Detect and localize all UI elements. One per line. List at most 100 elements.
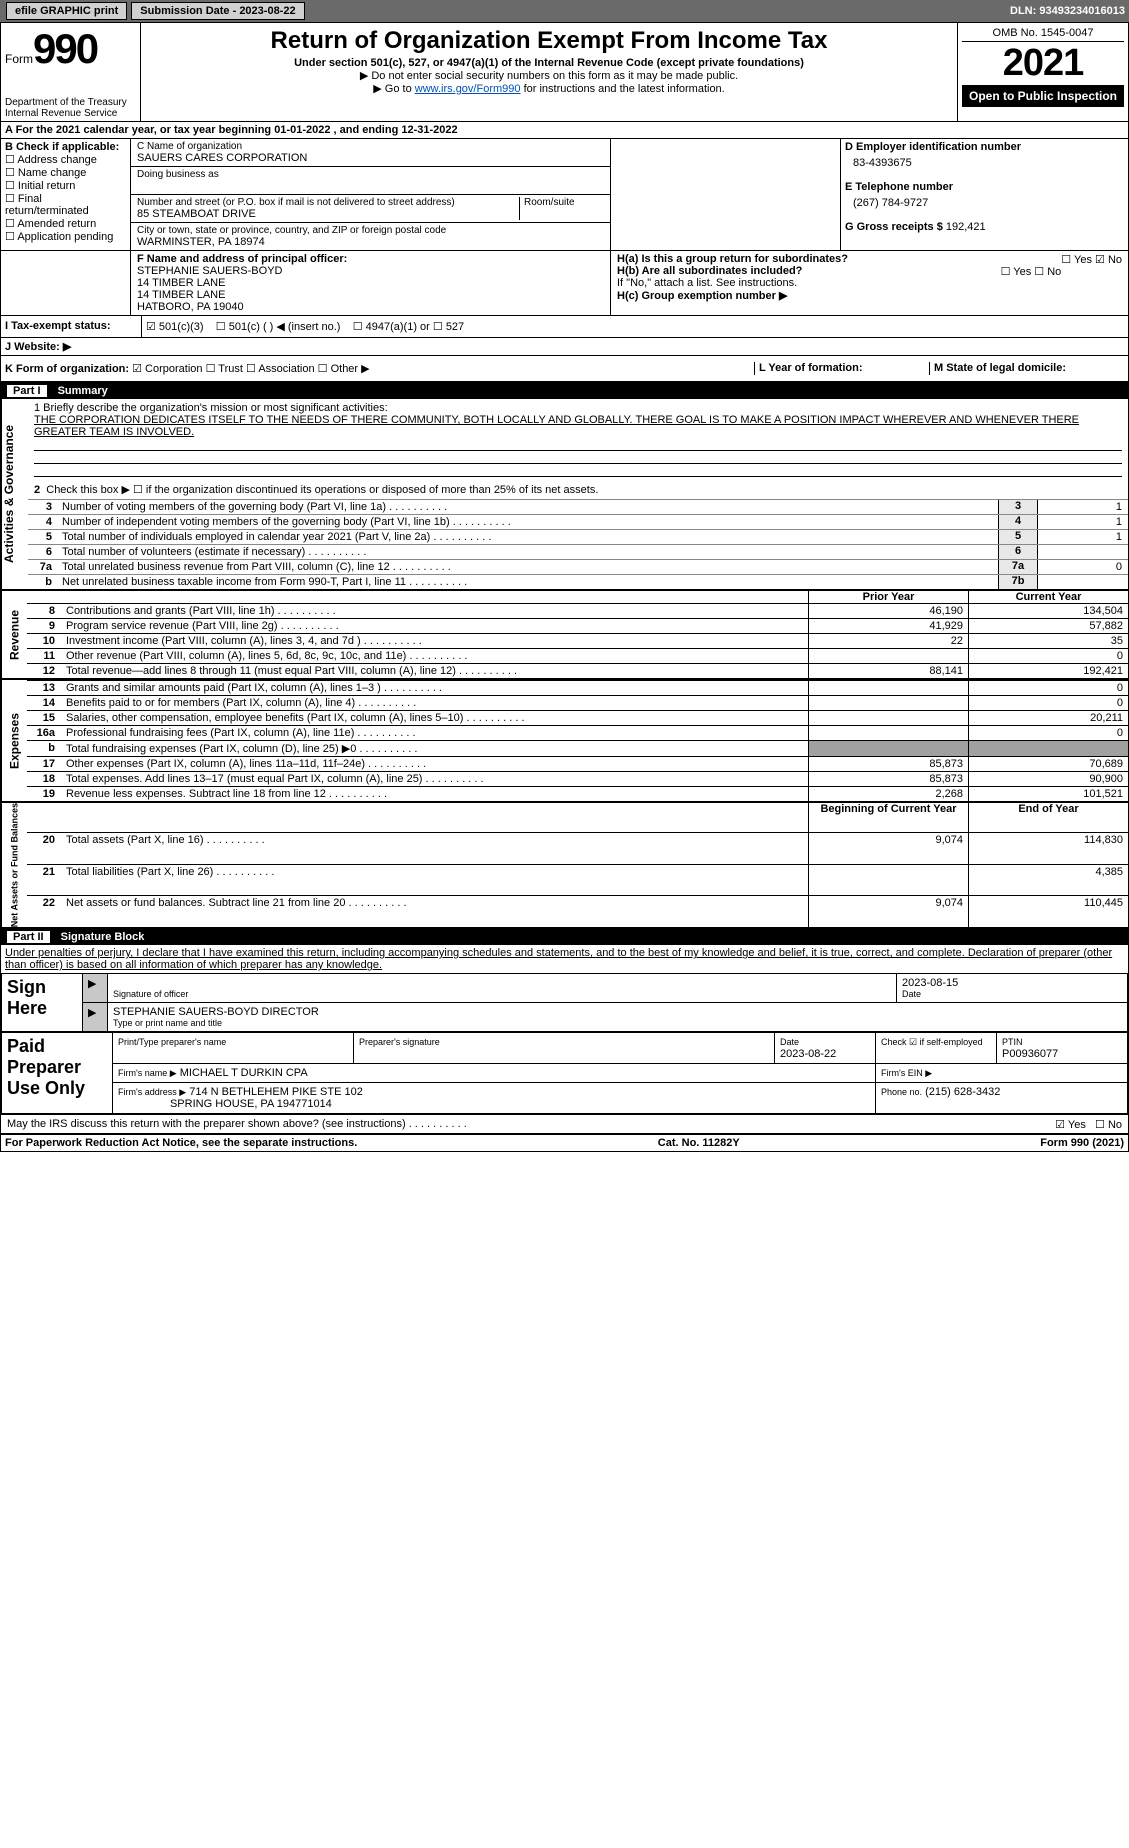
l-label: L Year of formation: — [759, 362, 863, 374]
b-label: B Check if applicable: — [5, 141, 126, 153]
city-label: City or town, state or province, country… — [137, 225, 604, 236]
ha-no[interactable]: No — [1095, 254, 1122, 266]
d-label: D Employer identification number — [845, 141, 1124, 153]
prep-date-label: Date — [780, 1037, 799, 1047]
ha-label: H(a) Is this a group return for subordin… — [617, 253, 848, 265]
row-current: 0 — [968, 725, 1128, 740]
submission-date-btn[interactable]: Submission Date - 2023-08-22 — [131, 2, 304, 20]
line-desc: Total unrelated business revenue from Pa… — [58, 560, 998, 574]
row-prior: 46,190 — [808, 603, 968, 618]
firm-addr2: SPRING HOUSE, PA 194771014 — [170, 1098, 332, 1110]
prep-name-label: Print/Type preparer's name — [118, 1037, 226, 1047]
line-no: 4 — [28, 515, 58, 529]
row-no: 14 — [27, 695, 61, 710]
section-h: H(a) Is this a group return for subordin… — [611, 251, 1128, 315]
line-no: 6 — [28, 545, 58, 559]
discuss-no[interactable]: No — [1095, 1119, 1122, 1131]
form-number: 990 — [33, 25, 97, 72]
declaration-text: Under penalties of perjury, I declare th… — [1, 945, 1128, 973]
firm-addr1: 714 N BETHLEHEM PIKE STE 102 — [189, 1086, 363, 1098]
sig-officer-label: Signature of officer — [113, 989, 891, 999]
summary-row: 5Total number of individuals employed in… — [28, 529, 1128, 544]
hb-no[interactable]: No — [1034, 266, 1061, 278]
chk-address-change[interactable]: Address change — [5, 153, 126, 166]
chk-name-change[interactable]: Name change — [5, 166, 126, 179]
f-label: F Name and address of principal officer: — [137, 253, 604, 265]
row-no: 15 — [27, 710, 61, 725]
line-desc: Total number of individuals employed in … — [58, 530, 998, 544]
row-current — [968, 740, 1128, 756]
row-desc: Other expenses (Part IX, column (A), lin… — [61, 756, 808, 771]
dba-label: Doing business as — [137, 169, 604, 180]
line-desc: Net unrelated business taxable income fr… — [58, 575, 998, 589]
row-desc: Benefits paid to or for members (Part IX… — [61, 695, 808, 710]
year-box: OMB No. 1545-0047 2021 Open to Public In… — [958, 23, 1128, 121]
row-desc: Professional fundraising fees (Part IX, … — [61, 725, 808, 740]
q1-label: 1 Briefly describe the organization's mi… — [34, 402, 1122, 414]
line-desc: Number of voting members of the governin… — [58, 500, 998, 514]
section-c: C Name of organization SAUERS CARES CORP… — [131, 139, 611, 250]
hb-yes[interactable]: Yes — [1001, 266, 1032, 278]
row-current: 192,421 — [968, 663, 1128, 678]
hc-label: H(c) Group exemption number ▶ — [617, 290, 787, 302]
footer-right: Form 990 (2021) — [1040, 1137, 1124, 1149]
discuss-yes[interactable]: Yes — [1055, 1119, 1086, 1131]
i-label: I Tax-exempt status: — [1, 316, 142, 337]
row-desc: Program service revenue (Part VIII, line… — [61, 618, 808, 633]
chk-501c3[interactable]: 501(c)(3) — [146, 321, 204, 333]
row-no: 8 — [27, 603, 61, 618]
row-current: 110,445 — [968, 895, 1128, 927]
row-no: 20 — [27, 832, 61, 864]
row-no: b — [27, 740, 61, 756]
open-to-public: Open to Public Inspection — [962, 85, 1124, 107]
chk-initial-return[interactable]: Initial return — [5, 179, 126, 192]
row-prior — [808, 864, 968, 896]
chk-application-pending[interactable]: Application pending — [5, 230, 126, 243]
chk-other[interactable]: Other ▶ — [318, 363, 370, 375]
line-a: A For the 2021 calendar year, or tax yea… — [1, 122, 1128, 139]
header-grid: B Check if applicable: Address change Na… — [1, 139, 1128, 251]
row-prior — [808, 648, 968, 663]
line-i: I Tax-exempt status: 501(c)(3) 501(c) ( … — [1, 316, 1128, 338]
row-prior: 88,141 — [808, 663, 968, 678]
m-label: M State of legal domicile: — [934, 362, 1066, 374]
row-current: 101,521 — [968, 786, 1128, 801]
addr-label: Number and street (or P.O. box if mail i… — [137, 197, 519, 208]
phone-value: (267) 784-9727 — [853, 197, 1124, 209]
ptin-value: P00936077 — [1002, 1048, 1058, 1060]
chk-assoc[interactable]: Association — [246, 363, 315, 375]
chk-amended-return[interactable]: Amended return — [5, 217, 126, 230]
chk-527[interactable]: 527 — [433, 321, 464, 333]
chk-final-return[interactable]: Final return/terminated — [5, 192, 126, 217]
form-subtitle: Under section 501(c), 527, or 4947(a)(1)… — [145, 57, 953, 69]
line-value: 0 — [1038, 560, 1128, 574]
officer-name: STEPHANIE SAUERS-BOYD — [137, 265, 604, 277]
footer-left: For Paperwork Reduction Act Notice, see … — [5, 1137, 357, 1149]
chk-501c[interactable]: 501(c) ( ) ◀ (insert no.) — [216, 321, 341, 333]
org-name: SAUERS CARES CORPORATION — [137, 152, 604, 164]
chk-4947[interactable]: 4947(a)(1) or — [353, 321, 430, 333]
ha-yes[interactable]: Yes — [1061, 254, 1092, 266]
expenses-section: Expenses 13Grants and similar amounts pa… — [1, 680, 1128, 803]
form-masthead: Form990 Department of the Treasury Inter… — [1, 23, 1128, 122]
chk-trust[interactable]: Trust — [206, 363, 243, 375]
chk-corp[interactable]: Corporation — [132, 363, 202, 375]
hdr-prior-year: Prior Year — [808, 591, 968, 603]
line-k: K Form of organization: Corporation Trus… — [5, 362, 754, 375]
hb-label: H(b) Are all subordinates included? — [617, 265, 802, 277]
printed-name-label: Type or print name and title — [113, 1018, 1122, 1028]
line-cellno: 5 — [998, 530, 1038, 544]
row-prior: 85,873 — [808, 756, 968, 771]
row-desc: Total expenses. Add lines 13–17 (must eq… — [61, 771, 808, 786]
efile-label: efile GRAPHIC print — [6, 2, 127, 20]
self-employed-chk[interactable]: Check ☑ if self-employed — [881, 1037, 983, 1047]
summary-row: bNet unrelated business taxable income f… — [28, 574, 1128, 589]
row-no: 16a — [27, 725, 61, 740]
row-prior: 41,929 — [808, 618, 968, 633]
irs-link[interactable]: www.irs.gov/Form990 — [415, 83, 521, 95]
row-current: 0 — [968, 680, 1128, 695]
firm-addr-label: Firm's address ▶ — [118, 1087, 186, 1097]
h-note: If "No," attach a list. See instructions… — [617, 277, 1122, 289]
row-desc: Contributions and grants (Part VIII, lin… — [61, 603, 808, 618]
dept-label: Department of the Treasury Internal Reve… — [5, 97, 136, 119]
